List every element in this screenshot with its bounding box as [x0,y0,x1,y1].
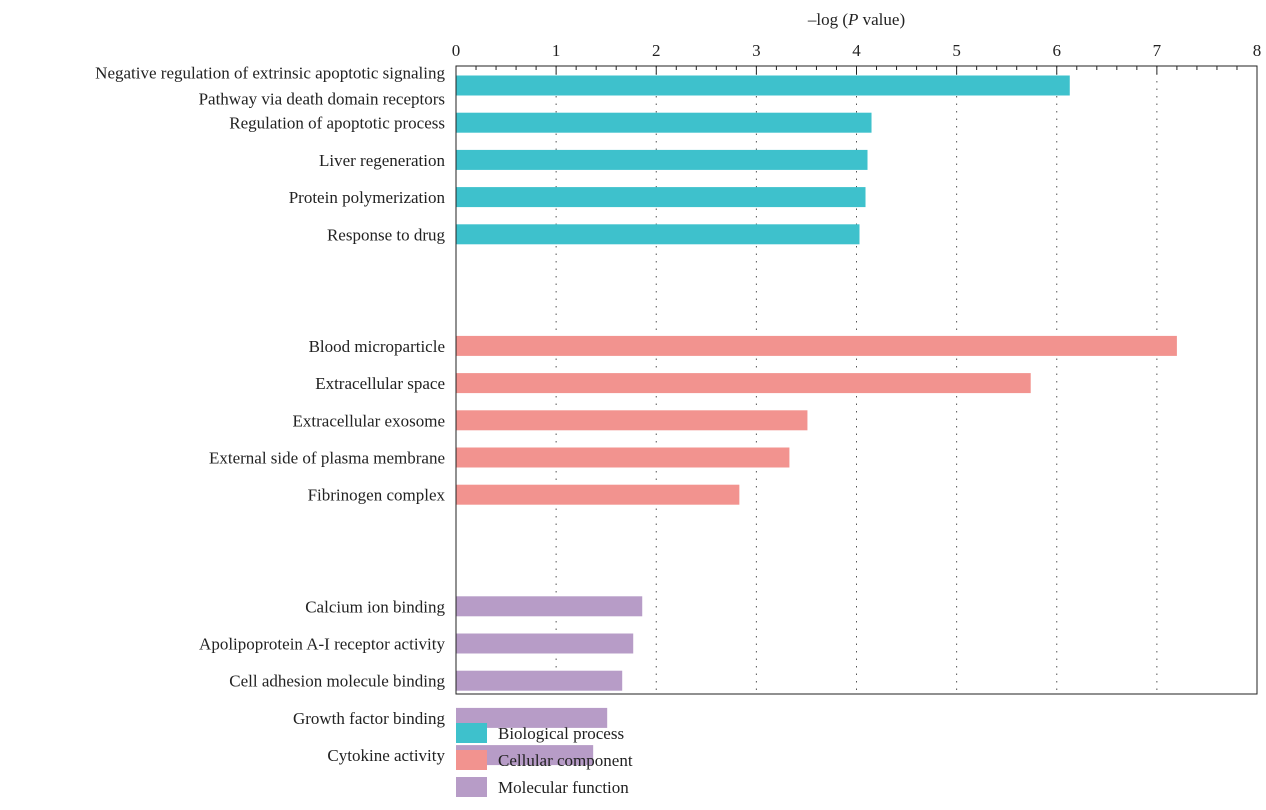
x-tick-label: 6 [1053,41,1062,60]
legend-swatch [456,723,487,743]
x-axis-title-italic: P [847,10,858,29]
bars [456,75,1177,766]
category-label: Protein polymerization [289,188,446,207]
category-label: Apolipoprotein A-I receptor activity [199,635,445,654]
legend-swatch [456,777,487,797]
x-tick-label: 1 [552,41,561,60]
bar [456,373,1031,394]
bar [456,187,866,208]
bar [456,633,634,654]
bar [456,112,872,133]
x-axis-ticks [455,66,1258,74]
category-label-line: Fibrinogen complex [308,486,446,505]
category-label: Cytokine activity [327,746,445,765]
bar [456,335,1177,356]
legend: Biological process Cellular component Mole… [456,723,633,797]
category-label: Liver regeneration [319,151,446,170]
bar [456,224,860,245]
x-axis-tick-labels: 0 1 2 3 4 5 6 7 8 [452,41,1262,60]
bar [456,670,623,691]
bar [456,596,643,617]
category-label: Cell adhesion molecule binding [229,672,445,691]
category-label: Extracellular space [315,374,445,393]
category-label-line: Extracellular exosome [293,411,445,430]
x-tick-label: 8 [1253,41,1262,60]
category-label: Negative regulation of extrinsic apoptot… [95,64,445,109]
x-tick-label: 5 [952,41,961,60]
bar [456,410,808,431]
category-label: Fibrinogen complex [308,486,446,505]
category-label: Extracellular exosome [293,411,445,430]
category-label-line: Regulation of apoptotic process [229,114,445,133]
bar [456,447,790,468]
x-tick-label: 0 [452,41,461,60]
bar [456,149,868,170]
category-label-line: Extracellular space [315,374,445,393]
category-label-line: Calcium ion binding [305,597,445,616]
category-label-line: Protein polymerization [289,188,446,207]
legend-label: Cellular component [498,751,633,770]
category-label: Growth factor binding [293,709,446,728]
legend-swatch [456,750,487,770]
category-label-line: Pathway via death domain receptors [199,90,445,109]
category-label: Blood microparticle [309,337,445,356]
category-label-line: Cell adhesion molecule binding [229,672,445,691]
x-axis-title-prefix: –log ( [807,10,848,29]
category-label: Calcium ion binding [305,597,445,616]
category-label: Response to drug [327,225,446,244]
category-label-line: Growth factor binding [293,709,446,728]
x-tick-label: 2 [652,41,661,60]
category-label-line: Apolipoprotein A-I receptor activity [199,635,445,654]
category-label-line: External side of plasma membrane [209,449,445,468]
category-label-line: Negative regulation of extrinsic apoptot… [95,64,445,83]
category-label-line: Response to drug [327,225,446,244]
x-tick-label: 3 [752,41,761,60]
bar [456,745,594,766]
category-label-line: Cytokine activity [327,746,445,765]
x-axis-title: –log (P value) [807,10,905,29]
category-label-line: Liver regeneration [319,151,446,170]
x-axis-title-suffix: value) [858,10,905,29]
category-labels: Negative regulation of extrinsic apoptot… [95,64,445,766]
legend-label: Molecular function [498,778,629,797]
bar [456,75,1070,96]
category-label: Regulation of apoptotic process [229,114,445,133]
bar [456,707,608,728]
category-label: External side of plasma membrane [209,449,445,468]
legend-label: Biological process [498,724,624,743]
category-label-line: Blood microparticle [309,337,445,356]
bar [456,484,740,505]
x-tick-label: 7 [1153,41,1162,60]
x-tick-label: 4 [852,41,861,60]
